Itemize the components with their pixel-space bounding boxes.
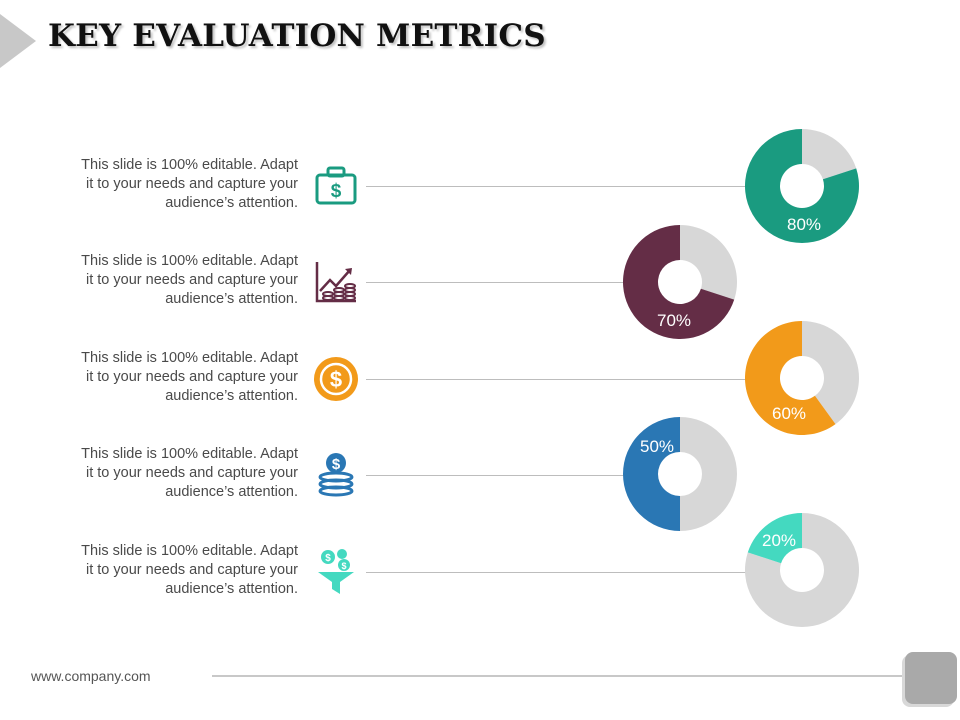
svg-text:$: $ (341, 561, 346, 571)
svg-text:$: $ (332, 456, 341, 473)
connector-line (366, 186, 747, 187)
footer-url: www.company.com (31, 668, 151, 684)
donut-value-slice (745, 129, 859, 244)
metric-description: This slide is 100% editable. Adapt it to… (81, 253, 298, 307)
donut-value-label: 50% (640, 437, 674, 456)
donut-remainder-slice (745, 513, 859, 627)
coin-stack-icon: $ (312, 451, 360, 499)
donut-remainder-slice (680, 417, 737, 531)
connector-line (366, 379, 747, 380)
footer-divider (212, 675, 902, 677)
metric-row: This slide is 100% editable. Adapt it to… (0, 542, 960, 602)
page-title: KEY EVALUATION METRICS (48, 18, 546, 54)
connector-line (366, 282, 625, 283)
donut-value-label: 20% (762, 531, 796, 550)
metric-description: This slide is 100% editable. Adapt it to… (81, 350, 298, 404)
donut-remainder-slice (802, 129, 857, 180)
svg-text:$: $ (330, 367, 342, 392)
money-funnel-icon: $ $ (312, 548, 360, 596)
donut-value-slice (623, 225, 735, 339)
corner-square-decoration (905, 652, 957, 704)
corner-triangle-decoration (0, 14, 36, 68)
svg-text:$: $ (331, 181, 342, 202)
metric-row: This slide is 100% editable. Adapt it to… (0, 349, 960, 409)
svg-text:$: $ (325, 553, 331, 564)
metric-row: This slide is 100% editable. Adapt it to… (0, 445, 960, 505)
donut-remainder-slice (680, 225, 737, 300)
metric-row: This slide is 100% editable. Adapt it to… (0, 252, 960, 312)
donut-value-label: 60% (772, 404, 806, 423)
connector-line (366, 475, 625, 476)
donut-value-slice (745, 321, 836, 435)
metric-description: This slide is 100% editable. Adapt it to… (81, 446, 298, 500)
growth-chart-coins-icon (312, 258, 360, 306)
dollar-coin-icon: $ (312, 355, 360, 403)
donut-chart: 60% (745, 321, 859, 435)
metric-description: This slide is 100% editable. Adapt it to… (81, 157, 298, 211)
donut-value-slice (747, 513, 802, 564)
metric-description: This slide is 100% editable. Adapt it to… (81, 543, 298, 597)
metric-row: This slide is 100% editable. Adapt it to… (0, 156, 960, 216)
donut-value-slice (623, 417, 680, 531)
donut-value-label: 80% (787, 215, 821, 234)
donut-value-label: 70% (657, 311, 691, 330)
donut-chart: 80% (745, 129, 859, 244)
connector-line (366, 572, 747, 573)
donut-chart: 50% (623, 417, 737, 531)
donut-chart: 20% (745, 513, 859, 627)
donut-chart: 70% (623, 225, 737, 339)
money-case-icon: $ (312, 162, 360, 210)
donut-remainder-slice (802, 321, 859, 425)
